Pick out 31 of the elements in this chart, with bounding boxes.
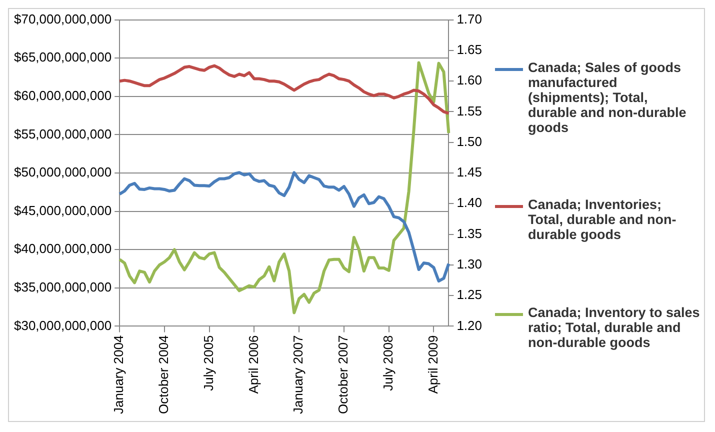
y-tick-label: $65,000,000,000 [14,50,112,65]
y2-tick-label: 1.45 [456,164,482,180]
y-tick-label: $60,000,000,000 [14,88,112,103]
y2-tick-label: 1.20 [456,318,482,333]
y2-tick-label: 1.25 [456,287,482,302]
y-tick-label: $55,000,000,000 [14,126,112,142]
x-tick-label: January 2004 [111,335,126,414]
legend-label: Canada; Inventories; Total, durable and non-durable goods [528,197,678,242]
y2-tick-label: 1.40 [456,195,482,210]
x-tick-label: October 2004 [156,335,172,414]
x-tick-label: April 2009 [425,335,440,394]
x-tick-label: January 2007 [290,335,306,414]
y2-tick-label: 1.30 [456,256,482,272]
x-tick-label: July 2005 [200,335,216,391]
y2-tick-label: 1.55 [456,103,482,118]
x-tick-label: October 2007 [336,335,351,414]
y-tick-label: $45,000,000,000 [14,202,112,218]
y2-tick-label: 1.70 [456,11,482,26]
y2-tick-label: 1.65 [456,42,482,58]
y-tick-label: $30,000,000,000 [14,318,112,333]
legend-label: Canada; Inventory to sales ratio; Total, durable and non-durable goods [528,304,700,350]
y2-tick-label: 1.50 [456,134,482,149]
y2-tick-label: 1.35 [456,226,482,241]
y-tick-label: $50,000,000,000 [14,164,112,180]
x-tick-label: April 2006 [246,335,261,394]
y2-tick-label: 1.60 [456,72,482,88]
x-tick-label: July 2008 [380,335,396,391]
y-tick-label: $35,000,000,000 [14,279,112,294]
y-tick-label: $40,000,000,000 [14,241,112,256]
legend-label: Canada; Sales of goods manufactured (shipments); Total, durable and non-durable goods [528,60,688,136]
y-tick-label: $70,000,000,000 [14,11,112,26]
